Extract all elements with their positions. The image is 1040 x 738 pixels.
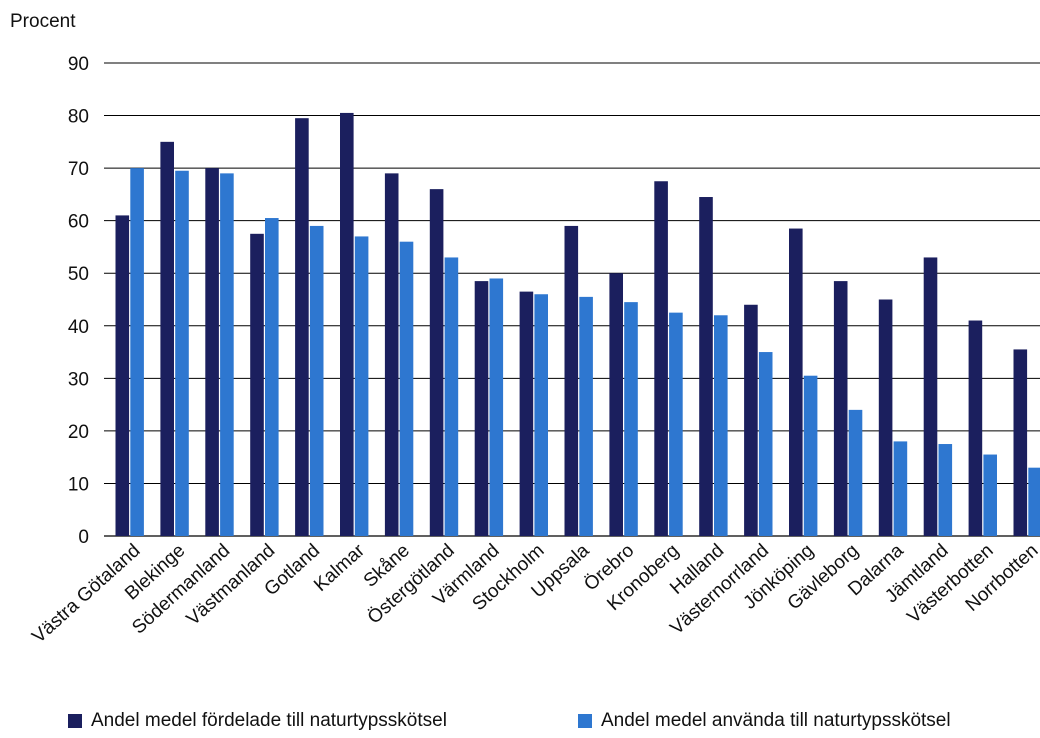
bar-allocated-7 — [429, 189, 444, 536]
bar-allocated-2 — [205, 168, 219, 536]
y-axis-label: Procent — [10, 11, 76, 32]
bar-allocated-15 — [789, 228, 803, 537]
bar-used-14 — [758, 352, 773, 536]
bar-allocated-17 — [878, 299, 893, 536]
y-tick-label: 90 — [68, 54, 89, 75]
bar-allocated-14 — [744, 304, 758, 536]
bar-used-20 — [1028, 467, 1040, 536]
bar-used-10 — [579, 296, 593, 536]
bar-allocated-10 — [564, 225, 579, 536]
bar-used-9 — [534, 294, 548, 536]
bar-allocated-19 — [968, 320, 983, 536]
bar-used-1 — [175, 170, 189, 536]
bar-allocated-6 — [384, 173, 399, 536]
x-axis-ticks: Västra GötalandBlekingeSödermanlandVästm… — [28, 540, 1040, 648]
bar-used-16 — [848, 409, 863, 536]
y-tick-label: 50 — [68, 264, 89, 285]
bar-used-3 — [265, 218, 279, 537]
x-tick-label: Kalmar — [310, 540, 369, 596]
bar-allocated-5 — [340, 112, 354, 536]
bar-used-13 — [714, 315, 728, 536]
y-tick-label: 10 — [68, 474, 89, 495]
bar-allocated-4 — [295, 118, 309, 536]
bar-allocated-0 — [115, 215, 130, 536]
bar-allocated-18 — [923, 257, 938, 536]
bar-allocated-11 — [609, 273, 623, 536]
legend-swatch-allocated — [68, 714, 82, 728]
bars — [115, 112, 1040, 537]
bar-used-11 — [624, 302, 638, 536]
bar-chart: Procent 0 10 20 30 40 50 60 70 80 90 Västra Götal… — [10, 11, 1040, 648]
bar-used-19 — [983, 454, 997, 536]
y-tick-label: 0 — [78, 527, 89, 548]
legend-label-allocated: Andel medel fördelade till naturtypssköt… — [91, 710, 447, 731]
bar-used-2 — [220, 173, 234, 536]
bar-allocated-3 — [250, 233, 264, 537]
y-axis-ticks: 0 10 20 30 40 50 60 70 80 90 — [68, 54, 89, 548]
bar-used-5 — [354, 236, 369, 536]
y-tick-label: 60 — [68, 212, 89, 233]
y-tick-label: 80 — [68, 107, 89, 128]
bar-used-7 — [444, 257, 459, 536]
legend-item-allocated: Andel medel fördelade till naturtypssköt… — [68, 710, 447, 732]
bar-used-18 — [938, 444, 953, 536]
legend-label-used: Andel medel använda till naturtypsskötse… — [601, 710, 951, 731]
y-tick-label: 70 — [68, 159, 89, 180]
bar-used-0 — [130, 168, 144, 536]
legend-swatch-used — [578, 714, 592, 728]
bar-allocated-1 — [160, 141, 174, 537]
bar-used-4 — [309, 225, 324, 536]
bar-used-15 — [803, 375, 818, 536]
legend: Andel medel fördelade till naturtypssköt… — [0, 710, 1040, 736]
bar-used-6 — [399, 241, 414, 536]
legend-item-used: Andel medel använda till naturtypsskötse… — [578, 710, 951, 732]
bar-allocated-13 — [699, 197, 713, 536]
y-tick-label: 30 — [68, 369, 89, 390]
bar-allocated-9 — [519, 291, 534, 536]
bar-allocated-12 — [654, 181, 668, 536]
bar-allocated-20 — [1013, 349, 1028, 536]
y-tick-label: 20 — [68, 422, 89, 443]
bar-used-12 — [669, 312, 683, 536]
bar-allocated-8 — [474, 281, 489, 536]
bar-used-17 — [893, 441, 908, 536]
bar-used-8 — [489, 278, 504, 536]
bar-allocated-16 — [833, 281, 848, 536]
y-tick-label: 40 — [68, 317, 89, 338]
